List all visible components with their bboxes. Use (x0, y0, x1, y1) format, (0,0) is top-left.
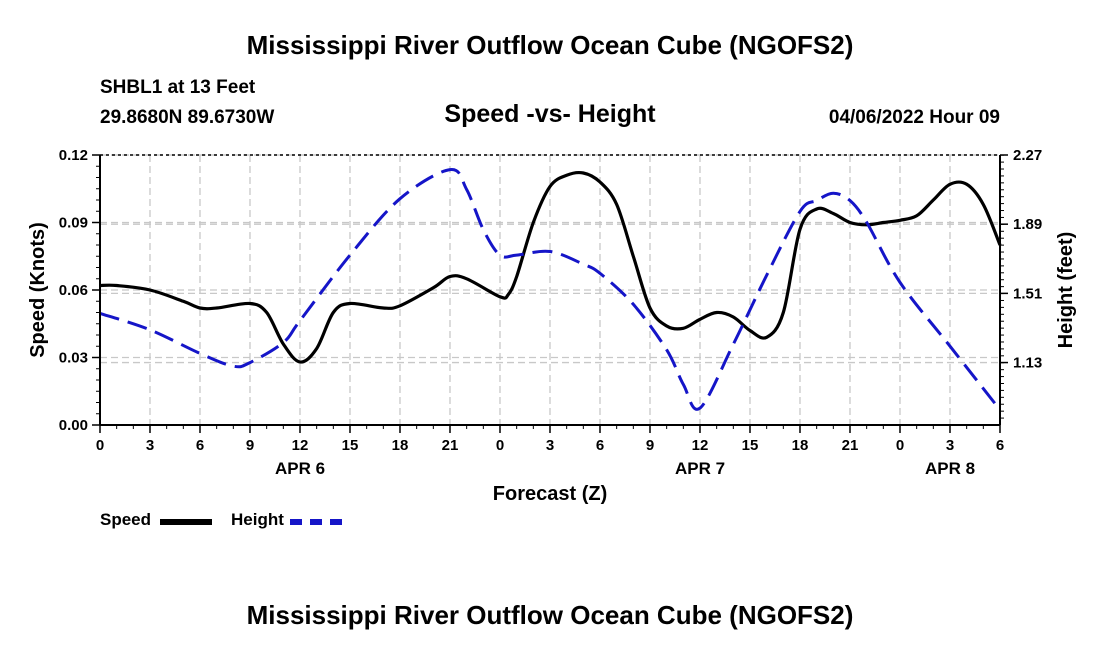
x-tick-label: 3 (146, 437, 154, 454)
x-tick-label: 21 (442, 437, 459, 454)
y2-tick-label: 1.13 (1013, 355, 1042, 372)
x-tick-label: 6 (996, 437, 1004, 454)
label-layer: 0 3 6 9 12 15 18 21 0 3 6 9 12 15 18 21 0 3 6 0.00 0.03 0.06 0… (59, 147, 1042, 478)
x-tick-label: 3 (946, 437, 954, 454)
y-axis-label: Speed (Knots) (27, 222, 49, 358)
x-tick-label: 3 (546, 437, 554, 454)
x-tick-label: 6 (596, 437, 604, 454)
date-label: APR 8 (925, 459, 975, 478)
x-tick-label: 12 (292, 437, 309, 454)
x-tick-label: 0 (896, 437, 904, 454)
datetime-label: 04/06/2022 Hour 09 (828, 107, 1000, 128)
y2-tick-label: 1.51 (1013, 285, 1042, 302)
coordinates-label: 29.8680N 89.6730W (100, 107, 275, 128)
y-tick-label: 0.12 (59, 147, 88, 164)
top-title: Mississippi River Outflow Ocean Cube (NG… (246, 30, 854, 60)
speed-series-line (99, 170, 1002, 364)
grid-layer (100, 154, 1000, 425)
bottom-title: Mississippi River Outflow Ocean Cube (NG… (246, 600, 854, 630)
date-label: APR 7 (675, 459, 725, 478)
frame-layer (92, 154, 1008, 433)
y2-axis-label: Height (feet) (1055, 232, 1077, 349)
x-axis-label: Forecast (Z) (493, 483, 607, 505)
x-tick-label: 12 (692, 437, 709, 454)
x-tick-label: 15 (742, 437, 759, 454)
legend-speed-label: Speed (100, 510, 152, 529)
x-tick-label: 0 (496, 437, 504, 454)
date-label: APR 6 (275, 459, 325, 478)
x-tick-label: 0 (96, 437, 104, 454)
x-tick-label: 21 (842, 437, 859, 454)
chart-title: Speed -vs- Height (444, 100, 656, 128)
y-tick-label: 0.03 (59, 350, 88, 367)
series-layer (99, 168, 1002, 411)
x-tick-label: 9 (646, 437, 654, 454)
x-tick-label: 18 (792, 437, 809, 454)
y2-tick-label: 2.27 (1013, 147, 1042, 164)
y-tick-label: 0.00 (59, 417, 88, 434)
x-tick-label: 18 (392, 437, 409, 454)
legend-speed-swatch (160, 519, 212, 525)
legend-height-label: Height (231, 510, 284, 529)
height-series-line (99, 168, 1002, 411)
station-label: SHBL1 at 13 Feet (100, 77, 256, 98)
legend-height-swatch (290, 519, 342, 525)
y-tick-label: 0.09 (59, 215, 88, 232)
x-tick-label: 15 (342, 437, 359, 454)
x-tick-label: 9 (246, 437, 254, 454)
x-tick-label: 6 (196, 437, 204, 454)
y2-tick-label: 1.89 (1013, 216, 1042, 233)
y-tick-label: 0.06 (59, 282, 88, 299)
